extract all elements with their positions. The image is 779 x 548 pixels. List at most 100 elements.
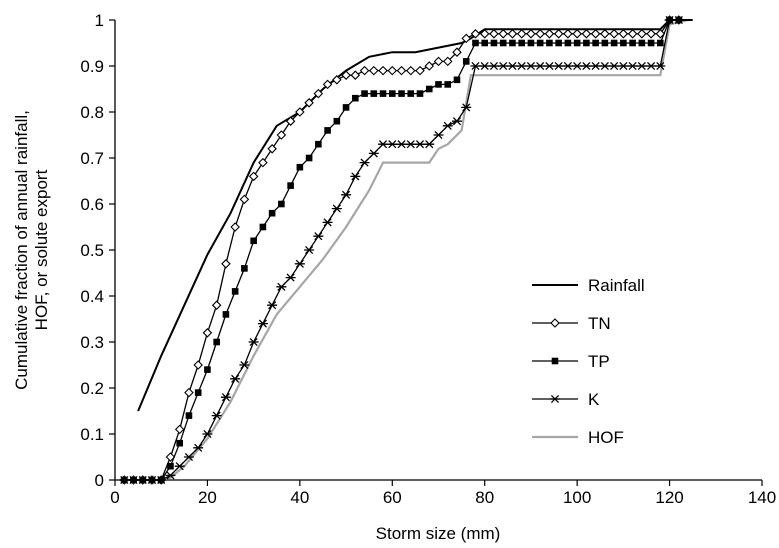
data-point-k [572,61,583,71]
legend-marker-k [550,394,560,404]
data-point-tp [315,140,322,148]
legend-item-k: K [532,390,600,409]
data-point-tn [627,29,638,39]
data-point-tn [359,65,370,76]
data-point-tn [184,387,194,398]
data-point-k [313,232,324,241]
data-point-k [350,172,361,181]
data-point-tp [472,39,479,47]
data-point-tn [544,29,555,39]
data-point-tn [590,29,601,39]
data-point-tn [211,300,222,310]
data-point-tp [610,39,618,47]
data-point-tn [378,65,388,76]
series-tn [119,15,684,485]
data-point-tn [479,29,490,39]
data-point-tn [239,194,250,205]
data-point-tp [657,39,664,47]
data-point-tp [388,90,396,97]
data-point-k [156,475,167,485]
data-point-tp [204,366,211,373]
data-point-k [415,140,426,149]
y-tick-label: 0.4 [80,287,104,306]
series-tp [120,16,683,484]
data-point-tp [250,237,257,245]
data-point-tn [489,29,499,39]
data-point-tn [387,65,398,76]
data-point-tn [442,56,453,67]
series-line-k [124,19,679,481]
data-point-k [433,130,444,140]
data-point-tn [461,33,472,44]
data-point-tp [324,127,331,134]
data-point-k [165,471,176,480]
data-point-k [581,61,592,71]
data-point-tn [332,75,342,85]
data-point-k [368,149,379,158]
data-point-tn [618,29,629,39]
data-point-tn [230,222,240,232]
data-point-tn [415,65,425,76]
legend-marker-tn [550,318,560,328]
data-point-tp [564,39,572,47]
data-point-k [304,245,315,255]
series-line-tp [124,19,679,481]
data-point-k [396,140,407,149]
data-point-k [128,475,139,485]
data-point-tp [305,154,313,162]
data-point-tp [638,39,646,47]
data-point-k [359,158,370,167]
data-point-tp [278,200,285,208]
data-point-tn [295,107,305,117]
axes [114,20,762,481]
data-point-k [507,61,518,71]
y-tick-label: 1 [95,11,104,30]
data-point-k [470,61,481,71]
data-point-k [525,61,536,71]
legend: Rainfall TN TP K HOF [532,276,645,447]
data-point-tn [609,29,619,39]
y-axis-title-line-1: Cumulative fraction of annual rainfall, [12,110,31,390]
legend-label-tp: TP [588,352,610,371]
data-point-k [544,61,555,71]
data-point-tp [518,39,525,47]
y-tick-label: 0.1 [80,425,104,444]
data-point-k [405,140,416,149]
data-point-tp [490,39,498,47]
data-point-tp [435,81,442,88]
legend-item-tp: TP [532,352,610,371]
data-point-k [378,140,389,149]
data-point-k [174,462,185,471]
y-tick-label: 0.5 [80,241,104,260]
legend-label-rainfall: Rainfall [588,276,645,295]
series-rainfall [137,19,693,412]
data-point-k [119,475,130,485]
data-point-tn [581,29,592,39]
data-point-tn [507,29,518,39]
data-point-k [498,61,509,71]
data-point-k [636,61,647,71]
data-point-tn [470,29,481,39]
data-point-tn [600,29,610,39]
data-point-tn [276,130,287,140]
data-point-tp [629,39,636,47]
data-point-tn [304,98,314,108]
data-point-tp [555,39,562,47]
data-point-tn [563,29,573,39]
x-tick-label: 80 [475,488,494,507]
data-point-k [479,61,490,71]
data-point-k [664,15,675,25]
data-point-tn [267,144,277,154]
legend-label-k: K [588,390,600,409]
data-point-k [451,117,462,126]
x-tick-label: 20 [198,488,217,507]
series-hof [124,18,689,482]
data-point-tp [509,39,516,47]
legend-item-hof: HOF [532,428,624,447]
x-tick-label: 100 [563,488,591,507]
data-point-tp [481,39,489,47]
data-point-k [646,61,657,71]
data-point-tp [583,39,590,47]
data-point-tn [405,65,416,76]
